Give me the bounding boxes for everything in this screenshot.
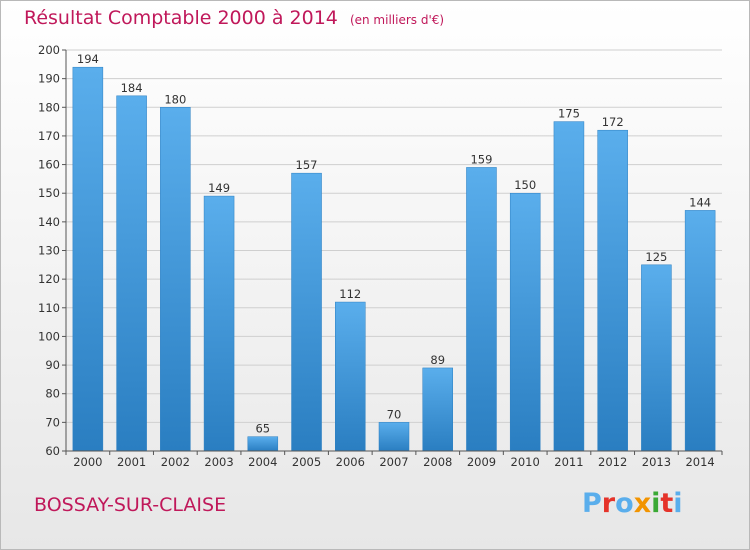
logo-letter: x <box>633 488 652 519</box>
y-tick-label: 140 <box>38 215 60 229</box>
bar <box>247 436 279 452</box>
data-label: 65 <box>255 422 270 436</box>
x-tick-label: 2003 <box>204 455 233 469</box>
data-label: 184 <box>121 81 143 95</box>
bar <box>72 66 104 452</box>
bar <box>509 192 541 452</box>
bar <box>116 95 147 452</box>
logo-letter: i <box>673 488 683 519</box>
chart-title: Résultat Comptable 2000 à 2014 (en milli… <box>24 7 444 29</box>
chart-subtitle: (en milliers d'€) <box>349 13 445 27</box>
bar <box>553 121 585 452</box>
y-tick-label: 200 <box>38 43 60 57</box>
logo-letter: r <box>601 488 616 519</box>
x-tick-label: 2000 <box>73 455 102 469</box>
y-tick-label: 160 <box>38 158 60 172</box>
x-tick-label: 2005 <box>292 455 321 469</box>
data-label: 144 <box>689 195 711 209</box>
bar <box>466 167 497 452</box>
bar <box>378 422 410 452</box>
bar <box>291 172 322 452</box>
y-tick-label: 110 <box>38 301 60 315</box>
x-axis-ticks: 2000 2001 2002 2003 2004 2005 2006 2007 2008 2009… <box>65 451 723 469</box>
y-tick-label: 130 <box>38 244 60 258</box>
x-tick-label: 2004 <box>248 455 277 469</box>
x-tick-label: 2011 <box>554 455 583 469</box>
x-tick-label: 2002 <box>161 455 190 469</box>
data-label: 172 <box>602 115 624 129</box>
y-tick-label: 60 <box>45 444 60 458</box>
data-label: 157 <box>296 158 318 172</box>
bars <box>72 66 716 452</box>
logo-letter: t <box>660 488 674 519</box>
y-tick-label: 180 <box>38 100 60 114</box>
y-tick-label: 120 <box>38 272 60 286</box>
y-tick-label: 70 <box>45 415 60 429</box>
x-tick-label: 2009 <box>467 455 496 469</box>
bar <box>160 107 191 452</box>
axes <box>65 50 722 452</box>
data-label: 159 <box>470 152 492 166</box>
bar <box>203 195 235 452</box>
data-label: 149 <box>208 181 230 195</box>
x-tick-label: 2006 <box>336 455 365 469</box>
bar <box>422 367 453 452</box>
x-tick-label: 2008 <box>423 455 452 469</box>
x-tick-label: 2001 <box>117 455 146 469</box>
bar <box>597 129 628 452</box>
bar <box>684 210 716 452</box>
data-label: 112 <box>339 287 361 301</box>
y-tick-label: 90 <box>45 358 60 372</box>
logo-letter: P <box>582 488 602 519</box>
logo-letter: i <box>651 488 661 519</box>
y-tick-label: 170 <box>38 129 60 143</box>
x-tick-label: 2014 <box>685 455 714 469</box>
proxiti-logo: Proxiti <box>582 488 683 519</box>
data-label: 175 <box>558 107 580 121</box>
data-label: 70 <box>387 407 402 421</box>
y-tick-label: 100 <box>38 329 60 343</box>
x-tick-label: 2010 <box>511 455 540 469</box>
data-label: 89 <box>430 353 445 367</box>
data-label: 125 <box>645 250 667 264</box>
logo-letter: o <box>615 488 634 519</box>
data-label: 180 <box>164 92 186 106</box>
data-label: 194 <box>77 52 99 66</box>
data-label: 150 <box>514 178 536 192</box>
y-tick-label: 190 <box>38 72 60 86</box>
chart-title-text: Résultat Comptable 2000 à 2014 <box>24 7 338 29</box>
y-axis-ticks: 60 70 80 90 100 110 120 130 140 150 160 170 180 190 20… <box>38 43 66 458</box>
x-tick-label: 2007 <box>379 455 408 469</box>
commune-name: BOSSAY-SUR-CLAISE <box>34 494 227 516</box>
bar <box>641 264 672 452</box>
y-tick-label: 80 <box>45 387 60 401</box>
x-tick-label: 2013 <box>642 455 671 469</box>
value-labels: 194 184 180 149 65 157 112 70 89 159 150 175 172 125 1… <box>77 52 711 435</box>
y-tick-label: 150 <box>38 186 60 200</box>
bar <box>335 301 366 452</box>
x-tick-label: 2012 <box>598 455 627 469</box>
